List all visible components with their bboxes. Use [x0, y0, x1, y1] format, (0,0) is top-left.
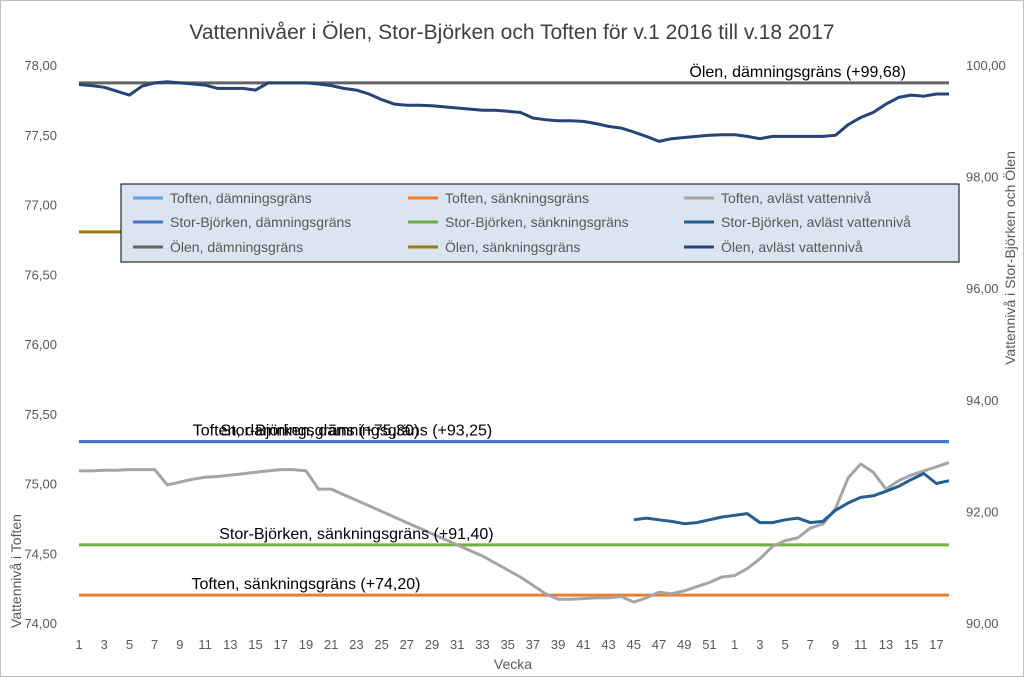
- legend-label-stor-bjorken-damningsgrans: Stor-Björken, dämningsgräns: [170, 214, 351, 230]
- annotation-labels: Ölen, dämningsgräns (+99,68) Ölen, sänkni…: [191, 63, 907, 593]
- legend-label-toften-damningsgrans: Toften, dämningsgräns: [170, 190, 312, 206]
- x-tick-label: 29: [425, 637, 439, 652]
- y-left-tick-label: 76,50: [24, 267, 57, 282]
- y-left-tick-label: 74,00: [24, 616, 57, 631]
- y-left-tick-label: 77,50: [24, 128, 57, 143]
- x-tick-label: 13: [223, 637, 237, 652]
- x-tick-label: 25: [374, 637, 388, 652]
- y-right-tick-label: 90,00: [966, 616, 999, 631]
- x-tick-label: 17: [929, 637, 943, 652]
- x-tick-label: 5: [126, 637, 133, 652]
- x-tick-label: 3: [756, 637, 763, 652]
- y-left-tick-label: 78,00: [24, 58, 57, 73]
- annotation-olen-damningsgrans-99-68: Ölen, dämningsgräns (+99,68): [689, 63, 906, 81]
- y-right-tick-label: 96,00: [966, 281, 999, 296]
- x-tick-label: 51: [702, 637, 716, 652]
- x-tick-label: 31: [450, 637, 464, 652]
- legend-label-toften-avlast-vattenniva: Toften, avläst vattennivå: [721, 190, 871, 206]
- x-tick-label: 33: [475, 637, 489, 652]
- series-line-toften-avlast-vattenniva: [79, 461, 950, 604]
- y-right-tick-label: 94,00: [966, 393, 999, 408]
- x-tick-label: 5: [781, 637, 788, 652]
- x-tick-label: 45: [627, 637, 641, 652]
- x-tick-label: 9: [176, 637, 183, 652]
- y-right-tick-label: 92,00: [966, 504, 999, 519]
- legend-label-toften-sankningsgrans: Toften, sänkningsgräns: [445, 190, 589, 206]
- y-right-tick-label: 98,00: [966, 170, 999, 185]
- x-tick-label: 27: [400, 637, 414, 652]
- x-tick-label: 35: [500, 637, 514, 652]
- annotation-stor-bjorken-sankningsgrans-91-40: Stor-Björken, sänkningsgräns (+91,40): [219, 526, 493, 543]
- y-axis-right: 90,00 92,00 94,00 96,00 98,00 100,00: [966, 58, 1006, 631]
- legend-label-stor-bjorken-avlast-vattenniva: Stor-Björken, avläst vattennivå: [721, 214, 911, 230]
- y-left-tick-label: 77,00: [24, 198, 57, 213]
- legend: Toften, dämningsgräns Toften, sänkningsgr…: [120, 183, 960, 263]
- x-axis-label: Vecka: [494, 656, 532, 672]
- y-axis-right-label: Vattennivå i Stor-Björken och Ölen: [1001, 151, 1018, 365]
- x-tick-label: 1: [731, 637, 738, 652]
- annotation-stor-bjorken-damningsgrans-93-25: Stor-Björken, dämningsgräns (+93,25): [221, 423, 493, 440]
- x-tick-label: 19: [299, 637, 313, 652]
- x-tick-label: 15: [904, 637, 918, 652]
- x-tick-label: 9: [832, 637, 839, 652]
- series-line-olen-avlast-vattenniva: [78, 80, 949, 143]
- annotation-toften-sankningsgrans-74-20: Toften, sänkningsgräns (+74,20): [191, 576, 420, 593]
- y-left-tick-label: 75,50: [24, 407, 57, 422]
- legend-label-olen-damningsgrans: Ölen, dämningsgräns: [170, 238, 303, 255]
- y-left-tick-label: 74,50: [24, 546, 57, 561]
- legend-box: [120, 183, 960, 263]
- legend-label-olen-avlast-vattenniva: Ölen, avläst vattennivå: [721, 238, 863, 255]
- y-right-tick-label: 100,00: [966, 58, 1006, 73]
- chart-title: Vattennivåer i Ölen, Stor-Björken och To…: [189, 21, 834, 44]
- x-tick-label: 17: [274, 637, 288, 652]
- x-tick-label: 49: [677, 637, 691, 652]
- x-tick-label: 43: [601, 637, 615, 652]
- x-axis: 1 3 5 7 9 11 13 15 17 19 21 23 25 27 29 31 33 35 37 39 41 43 4…: [75, 637, 943, 652]
- annotation-toften-damningsgrans-75-30: Toften, dämningsgräns (+75,30): [193, 423, 419, 440]
- x-tick-label: 15: [248, 637, 262, 652]
- x-tick-label: 7: [807, 637, 814, 652]
- x-tick-label: 1: [75, 637, 82, 652]
- x-tick-label: 47: [652, 637, 666, 652]
- series-line-stor-bjorken-avlast-vattenniva: [633, 472, 950, 526]
- x-tick-label: 39: [551, 637, 565, 652]
- x-tick-label: 13: [879, 637, 893, 652]
- x-tick-label: 11: [854, 637, 868, 652]
- y-axis-left-label: Vattennivå i Toften: [8, 514, 24, 628]
- x-tick-label: 11: [198, 637, 212, 652]
- legend-label-olen-sankningsgrans: Ölen, sänkningsgräns: [445, 238, 580, 255]
- x-tick-label: 37: [526, 637, 540, 652]
- y-axis-left: 74,00 74,50 75,00 75,50 76,00 76,50 77,00 77,50…: [24, 58, 57, 631]
- x-tick-label: 7: [151, 637, 158, 652]
- legend-label-stor-bjorken-sankningsgrans: Stor-Björken, sänkningsgräns: [445, 214, 629, 230]
- y-left-tick-label: 75,00: [24, 477, 57, 492]
- x-tick-label: 23: [349, 637, 363, 652]
- x-tick-label: 21: [324, 637, 338, 652]
- plot-area: [78, 80, 950, 604]
- y-left-tick-label: 76,00: [24, 337, 57, 352]
- x-tick-label: 3: [101, 637, 108, 652]
- x-tick-label: 41: [576, 637, 590, 652]
